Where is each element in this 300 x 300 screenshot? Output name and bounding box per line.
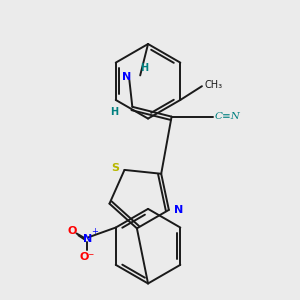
Text: N: N	[82, 234, 92, 244]
Text: H: H	[140, 63, 148, 73]
Text: H: H	[111, 107, 119, 117]
Text: CH₃: CH₃	[205, 80, 223, 90]
Text: N: N	[174, 205, 183, 215]
Text: +: +	[91, 227, 98, 236]
Text: S: S	[112, 163, 120, 173]
Text: O: O	[68, 226, 77, 236]
Text: C≡N: C≡N	[215, 112, 241, 121]
Text: O⁻: O⁻	[80, 252, 95, 262]
Text: N: N	[122, 72, 131, 82]
